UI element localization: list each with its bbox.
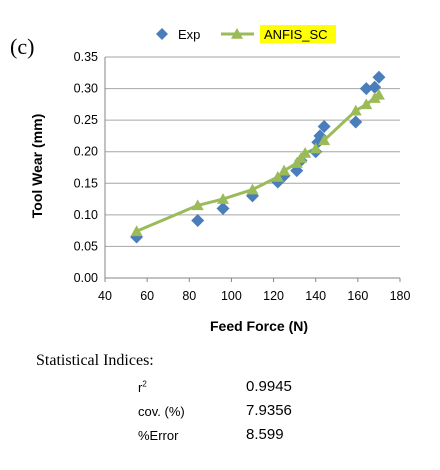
x-tick-label: 160 xyxy=(347,289,368,303)
y-tick-label: 0.15 xyxy=(74,176,98,190)
y-tick-label: 0.35 xyxy=(74,50,98,64)
data-point-anfis_sc xyxy=(299,146,312,158)
x-tick-label: 60 xyxy=(140,289,154,303)
x-tick-label: 140 xyxy=(305,289,326,303)
data-point-anfis_sc xyxy=(372,88,385,100)
y-tick-label: 0.25 xyxy=(74,113,98,127)
x-tick-labels: 40 60 80 100 120 140 160 180 xyxy=(98,289,410,303)
scatter-chart: (c) Exp ANFIS_SC 0.00 0.05 0.10 0.15 0.20 0.25… xyxy=(10,25,410,334)
y-tick-label: 0.20 xyxy=(74,145,98,159)
chart-legend: Exp ANFIS_SC xyxy=(156,25,336,43)
data-point-anfis_sc xyxy=(360,98,373,110)
x-tick-label: 100 xyxy=(221,289,242,303)
axes xyxy=(104,57,401,282)
data-point-anfis_sc xyxy=(278,164,291,176)
data-point-exp xyxy=(372,70,386,84)
legend-label-anfis: ANFIS_SC xyxy=(264,27,328,42)
data-point-exp xyxy=(191,214,205,228)
x-tick-label: 120 xyxy=(263,289,284,303)
x-tick-label: 40 xyxy=(98,289,112,303)
x-axis-label: Feed Force (N) xyxy=(210,318,308,334)
stats-label: cov. (%) xyxy=(138,404,185,419)
stats-value: 0.9945 xyxy=(246,378,292,395)
data-point-exp xyxy=(349,115,363,129)
stats-title: Statistical Indices: xyxy=(36,352,154,369)
data-point-exp xyxy=(216,202,230,216)
data-point-anfis_sc xyxy=(271,170,284,182)
series-line-anfis_sc xyxy=(136,93,380,233)
data-point-anfis_sc xyxy=(318,134,331,146)
stats-row-r2: r2 0.9945 xyxy=(0,378,440,400)
y-tick-label: 0.10 xyxy=(74,208,98,222)
stats-label-text: r xyxy=(138,380,143,395)
stats-row-cov: cov. (%) 7.9356 xyxy=(0,402,440,424)
data-point-anfis_sc xyxy=(349,104,362,116)
grid-lines xyxy=(105,56,400,247)
stats-label-sup: 2 xyxy=(142,379,147,389)
data-point-anfis_sc xyxy=(217,193,229,204)
series-marks xyxy=(130,70,386,244)
y-tick-label: 0.30 xyxy=(74,82,98,96)
stats-value: 7.9356 xyxy=(246,402,292,419)
panel-label: (c) xyxy=(10,34,34,59)
stats-label: r2 xyxy=(138,380,147,395)
y-tick-label: 0.00 xyxy=(74,271,98,285)
data-point-anfis_sc xyxy=(191,199,204,211)
legend-marker-exp xyxy=(156,28,168,40)
y-tick-labels: 0.00 0.05 0.10 0.15 0.20 0.25 0.30 0.35 xyxy=(74,50,98,285)
stats-row-error: %Error 8.599 xyxy=(0,426,440,448)
legend-highlight xyxy=(260,25,336,43)
data-point-anfis_sc xyxy=(130,225,143,237)
legend-marker-anfis xyxy=(231,28,243,39)
data-point-anfis_sc xyxy=(309,142,322,154)
x-tick-label: 80 xyxy=(182,289,196,303)
data-point-exp xyxy=(359,82,373,96)
data-point-exp xyxy=(368,80,382,94)
data-point-exp xyxy=(317,119,331,133)
y-tick-label: 0.05 xyxy=(74,239,98,253)
stats-value: 8.599 xyxy=(246,426,284,443)
y-axis-label: Tool Wear (mm) xyxy=(29,114,45,219)
data-point-anfis_sc xyxy=(246,183,259,195)
legend-label-exp: Exp xyxy=(178,27,200,42)
stats-label: %Error xyxy=(138,428,179,443)
x-tick-label: 180 xyxy=(390,289,411,303)
